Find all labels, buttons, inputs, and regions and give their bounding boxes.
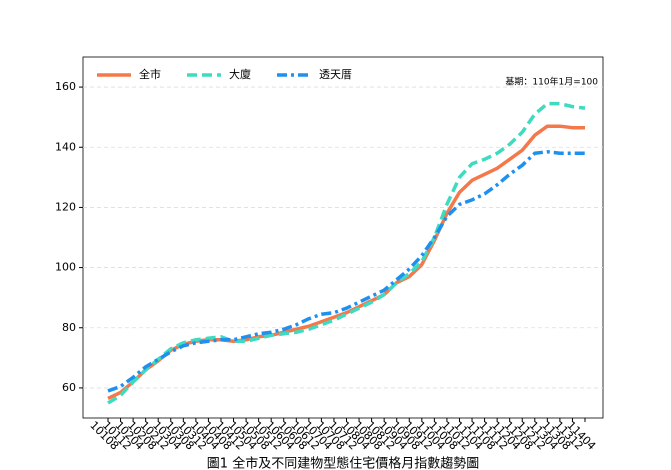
y-tick-label: 140: [55, 140, 76, 153]
legend-label: 透天厝: [319, 68, 352, 81]
chart-title: 圖1 全市及不同建物型態住宅價格月指數趨勢圖: [207, 456, 479, 470]
annotation: 基期：110年1月=100: [505, 76, 598, 88]
y-tick-label: 100: [55, 261, 76, 274]
y-tick-label: 80: [62, 321, 76, 334]
line-series: [107, 101, 586, 405]
legend-label: 大廈: [229, 67, 251, 81]
y-tick-label: 60: [62, 381, 76, 394]
y-tick-label: 120: [55, 200, 76, 213]
line-series: [107, 150, 585, 393]
legend-label: 全市: [139, 67, 161, 81]
plot-frame: [82, 56, 604, 419]
y-tick-label: 160: [55, 80, 76, 93]
line-series: [107, 124, 585, 401]
